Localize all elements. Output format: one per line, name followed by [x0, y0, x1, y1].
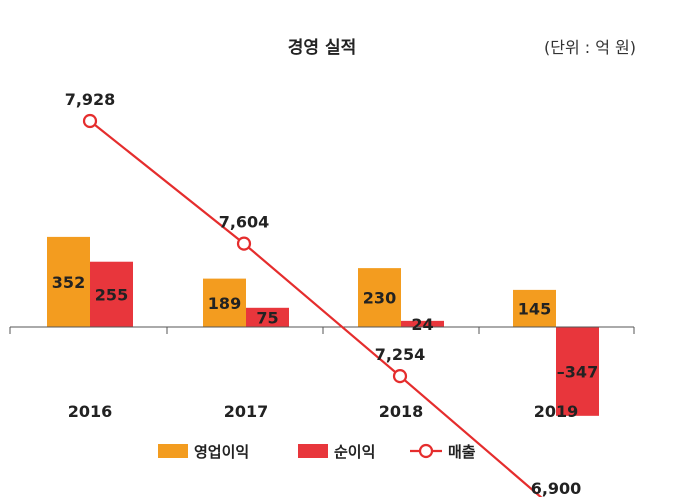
operating-profit-bar-2017	[203, 278, 246, 327]
sales-line-group	[82, 113, 543, 497]
net-income-bar-2018	[401, 320, 444, 327]
x-tick-labels: 2016 2017 2018 2019	[68, 402, 579, 421]
sales-label-2019: 6,900	[531, 479, 582, 497]
sales-point-2017	[236, 236, 252, 251]
legend-swatch-net-income	[298, 444, 328, 458]
x-label-2017: 2017	[224, 402, 269, 421]
legend-swatch-operating-profit	[158, 444, 188, 458]
x-label-2019: 2019	[534, 402, 579, 421]
sales-label-2018: 7,254	[375, 345, 426, 364]
operating-profit-label-2017: 189	[208, 294, 241, 313]
net-income-label-2019: –347	[557, 362, 598, 381]
operating-profit-bar-2018	[358, 268, 401, 327]
legend: 영업이익 순이익 매출	[158, 443, 476, 461]
sales-point-2018	[392, 369, 408, 384]
net-income-bar-2017	[246, 307, 289, 327]
operating-profit-label-2016: 352	[52, 273, 85, 292]
sales-label-2016: 7,928	[65, 90, 116, 109]
axis-ticks	[9, 327, 635, 334]
operating-profit-bar-2016	[47, 236, 90, 327]
chart-title: 경영 실적	[288, 38, 356, 58]
operating-profit-label-2018: 230	[363, 289, 396, 308]
sales-label-2017: 7,604	[219, 213, 270, 232]
legend-swatch-sales-marker	[418, 443, 434, 459]
legend-label-sales: 매출	[448, 443, 476, 461]
bar-group	[47, 236, 599, 416]
x-label-2018: 2018	[379, 402, 424, 421]
legend-label-operating-profit: 영업이익	[194, 443, 249, 461]
net-income-label-2017: 75	[256, 308, 278, 327]
net-income-label-2018: 24	[411, 315, 433, 334]
net-income-label-2016: 255	[95, 285, 128, 304]
net-income-bar-2019	[556, 327, 599, 416]
net-income-bar-2016	[90, 261, 133, 327]
sales-line	[89, 120, 543, 497]
chart-unit: (단위 : 억 원)	[544, 38, 636, 57]
x-label-2016: 2016	[68, 402, 113, 421]
value-labels: 352 255 189 75 230 24 145 –347 7,928 7,604 7,254 6,…	[52, 90, 598, 497]
sales-point-2016	[82, 113, 98, 129]
operating-profit-label-2019: 145	[518, 299, 551, 318]
operating-profit-bar-2019	[513, 289, 556, 327]
legend-label-net-income: 순이익	[334, 443, 375, 461]
